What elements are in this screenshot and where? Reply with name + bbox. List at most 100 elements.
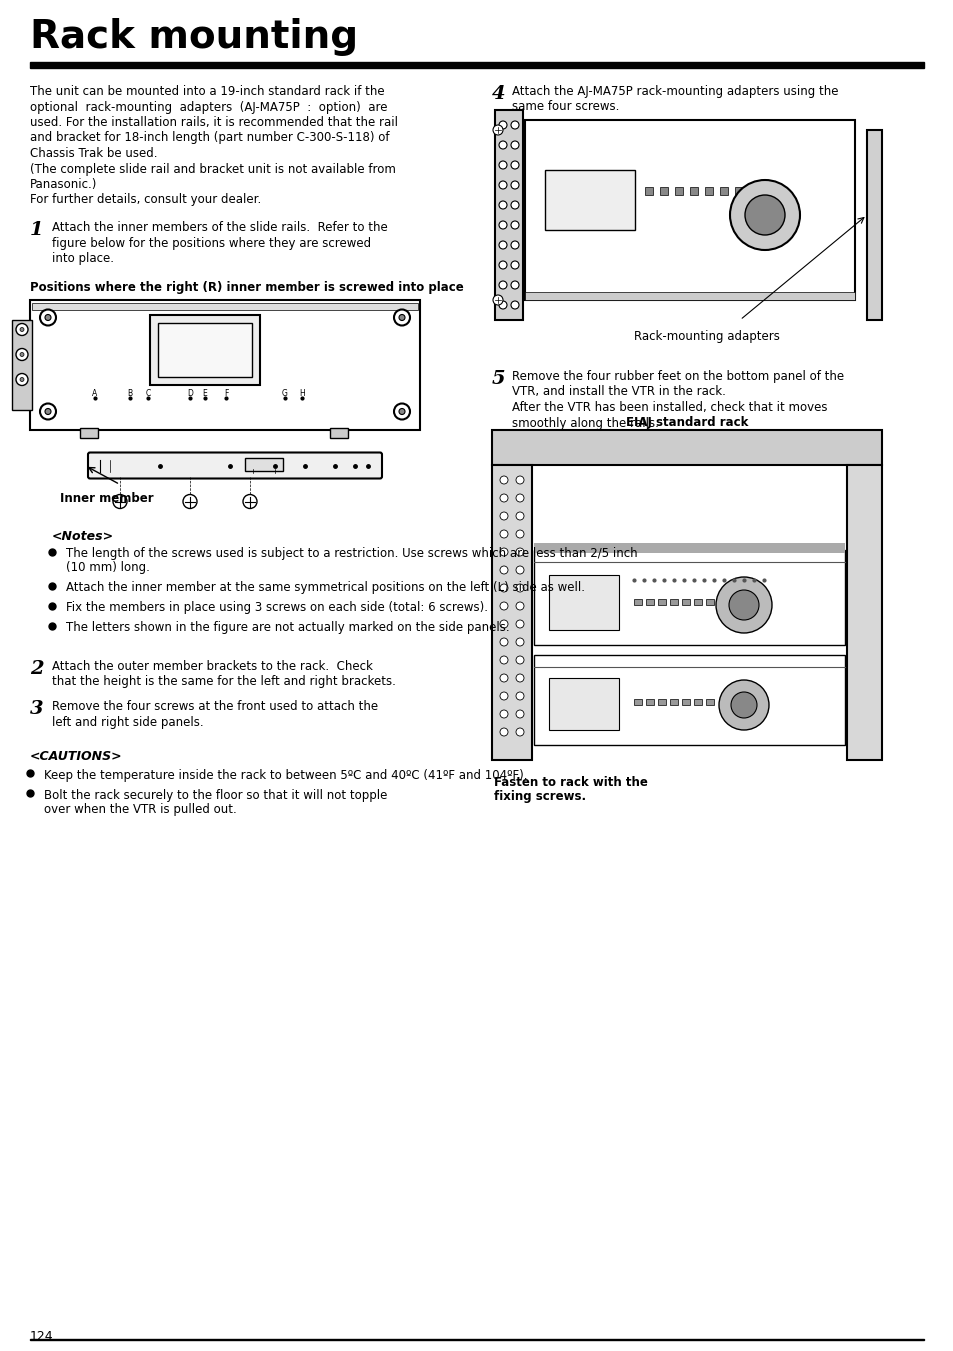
Text: Rack mounting: Rack mounting xyxy=(30,18,357,55)
Bar xyxy=(524,292,854,300)
Circle shape xyxy=(511,261,518,269)
Text: F: F xyxy=(224,389,228,399)
Circle shape xyxy=(516,657,523,663)
Bar xyxy=(681,598,689,605)
Text: (The complete slide rail and bracket unit is not available from: (The complete slide rail and bracket uni… xyxy=(30,162,395,176)
Text: fixing screws.: fixing screws. xyxy=(494,790,585,802)
Bar xyxy=(658,698,665,705)
Text: After the VTR has been installed, check that it moves: After the VTR has been installed, check … xyxy=(512,401,826,413)
Circle shape xyxy=(499,512,507,520)
Bar xyxy=(534,543,844,553)
Bar xyxy=(12,319,32,409)
Circle shape xyxy=(112,494,127,508)
Circle shape xyxy=(499,584,507,592)
Bar xyxy=(524,120,854,300)
Circle shape xyxy=(498,181,506,189)
Circle shape xyxy=(511,240,518,249)
Text: 124: 124 xyxy=(30,1329,53,1343)
Circle shape xyxy=(499,620,507,628)
Text: Positions where the right (R) inner member is screwed into place: Positions where the right (R) inner memb… xyxy=(30,281,463,295)
Bar xyxy=(150,315,260,385)
Circle shape xyxy=(511,201,518,209)
Circle shape xyxy=(516,530,523,538)
Circle shape xyxy=(498,141,506,149)
Circle shape xyxy=(398,408,405,415)
Circle shape xyxy=(498,161,506,169)
Text: C: C xyxy=(145,389,151,399)
Circle shape xyxy=(744,195,784,235)
Circle shape xyxy=(493,295,502,305)
Text: G: G xyxy=(282,389,288,399)
Circle shape xyxy=(498,240,506,249)
Text: 5: 5 xyxy=(492,370,505,388)
Bar xyxy=(669,598,678,605)
Text: Attach the inner members of the slide rails.  Refer to the: Attach the inner members of the slide ra… xyxy=(52,222,387,234)
Text: Keep the temperature inside the rack to between 5ºC and 40ºC (41ºF and 104ºF).: Keep the temperature inside the rack to … xyxy=(44,769,527,781)
Circle shape xyxy=(40,309,56,326)
Text: D: D xyxy=(187,389,193,399)
Circle shape xyxy=(516,620,523,628)
Bar xyxy=(544,170,635,230)
Text: and bracket for 18-inch length (part number C-300-S-118) of: and bracket for 18-inch length (part num… xyxy=(30,131,389,145)
Circle shape xyxy=(499,711,507,717)
Text: used. For the installation rails, it is recommended that the rail: used. For the installation rails, it is … xyxy=(30,116,397,128)
Circle shape xyxy=(499,494,507,503)
Circle shape xyxy=(499,476,507,484)
Circle shape xyxy=(516,674,523,682)
Circle shape xyxy=(516,549,523,557)
Bar xyxy=(492,430,882,465)
Bar xyxy=(492,465,532,761)
Circle shape xyxy=(498,281,506,289)
Circle shape xyxy=(516,566,523,574)
Bar xyxy=(669,698,678,705)
Circle shape xyxy=(499,728,507,736)
Bar xyxy=(534,655,844,744)
Circle shape xyxy=(398,315,405,320)
Text: Fasten to rack with the: Fasten to rack with the xyxy=(494,775,647,789)
Circle shape xyxy=(498,301,506,309)
Text: smoothly along the rails.: smoothly along the rails. xyxy=(512,416,659,430)
Text: that the height is the same for the left and right brackets.: that the height is the same for the left… xyxy=(52,676,395,688)
Bar xyxy=(734,186,742,195)
Circle shape xyxy=(516,638,523,646)
Bar xyxy=(495,109,522,320)
Bar xyxy=(330,427,348,438)
Bar xyxy=(548,678,618,730)
Text: The letters shown in the figure are not actually marked on the side panels.: The letters shown in the figure are not … xyxy=(66,621,509,635)
Text: same four screws.: same four screws. xyxy=(512,100,618,113)
Circle shape xyxy=(511,281,518,289)
Circle shape xyxy=(730,692,757,717)
Text: 2: 2 xyxy=(30,659,44,677)
Text: Remove the four screws at the front used to attach the: Remove the four screws at the front used… xyxy=(52,701,377,713)
Circle shape xyxy=(516,476,523,484)
Bar xyxy=(659,186,667,195)
Circle shape xyxy=(716,577,771,634)
Bar xyxy=(693,698,701,705)
Text: into place.: into place. xyxy=(52,253,113,265)
Circle shape xyxy=(516,711,523,717)
Bar xyxy=(645,598,654,605)
Bar xyxy=(32,303,417,309)
Circle shape xyxy=(511,301,518,309)
Circle shape xyxy=(20,377,24,381)
Text: Bolt the rack securely to the floor so that it will not topple: Bolt the rack securely to the floor so t… xyxy=(44,789,387,801)
Bar xyxy=(634,598,641,605)
Text: Panasonic.): Panasonic.) xyxy=(30,178,97,190)
Text: 1: 1 xyxy=(30,222,44,239)
Text: optional  rack-mounting  adapters  (AJ-MA75P  :  option)  are: optional rack-mounting adapters (AJ-MA75… xyxy=(30,100,387,113)
Circle shape xyxy=(511,181,518,189)
Circle shape xyxy=(498,222,506,230)
Circle shape xyxy=(40,404,56,420)
Circle shape xyxy=(499,566,507,574)
Text: Rack-mounting adapters: Rack-mounting adapters xyxy=(634,330,780,343)
Circle shape xyxy=(20,327,24,331)
Bar xyxy=(644,186,652,195)
Bar xyxy=(658,598,665,605)
Circle shape xyxy=(16,323,28,335)
Text: (10 mm) long.: (10 mm) long. xyxy=(66,562,150,574)
Circle shape xyxy=(516,603,523,611)
Circle shape xyxy=(499,638,507,646)
Bar xyxy=(30,62,923,68)
Text: The length of the screws used is subject to a restriction. Use screws which are : The length of the screws used is subject… xyxy=(66,547,637,561)
FancyBboxPatch shape xyxy=(88,453,381,478)
